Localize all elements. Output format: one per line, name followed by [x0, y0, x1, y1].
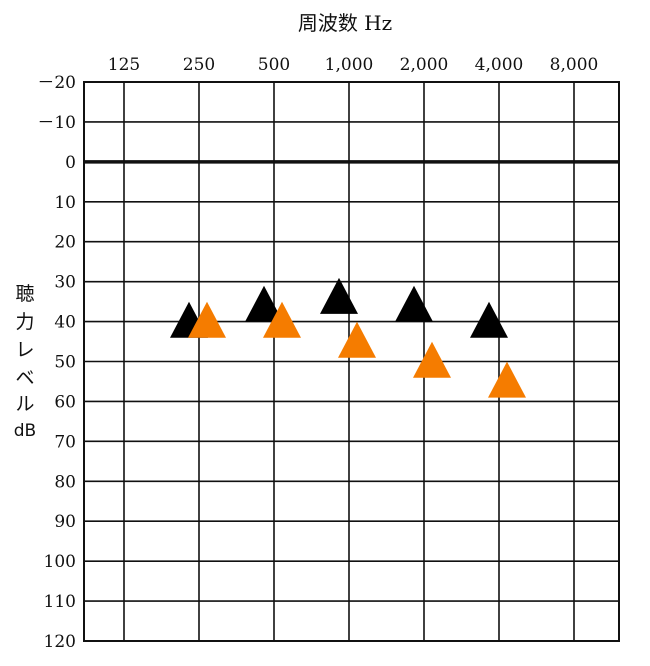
y-label-char: ル	[15, 393, 34, 415]
y-tick-label: 90	[54, 512, 76, 532]
x-tick-label: 500	[258, 55, 290, 75]
x-tick-labels: 125 250 500 1,000 2,000 4,000 8,000	[108, 55, 599, 75]
y-tick-label: 20	[54, 233, 76, 253]
y-tick-label: 110	[44, 592, 76, 612]
black-triangle-marker	[320, 277, 358, 314]
y-label-char: 力	[15, 311, 34, 333]
y-tick-label: 0	[65, 153, 76, 173]
x-tick-label: 250	[183, 55, 215, 75]
x-tick-label: 1,000	[325, 55, 374, 75]
y-tick-label: 10	[54, 193, 76, 213]
data-markers	[170, 277, 526, 398]
x-tick-label: 8,000	[550, 55, 599, 75]
y-tick-label: －10	[37, 113, 76, 133]
y-tick-label: 100	[44, 552, 76, 572]
x-axis-label: 周波数 Hz	[298, 11, 392, 35]
black-triangle-marker	[470, 301, 508, 338]
y-tick-labels: －20 －10 0 10 20 30 40 50 60 70 80 90 100 110 120	[37, 73, 76, 652]
y-tick-label: 80	[54, 472, 76, 492]
orange-triangle-marker	[488, 361, 526, 398]
grid	[83, 81, 620, 642]
y-tick-label: 40	[54, 313, 76, 333]
y-tick-label: 120	[44, 632, 76, 652]
y-tick-label: 30	[54, 273, 76, 293]
y-tick-label: 70	[54, 432, 76, 452]
orange-triangle-marker	[188, 301, 226, 338]
black-triangle-marker	[395, 285, 433, 322]
black-triangle-marker	[245, 285, 283, 322]
x-tick-label: 125	[108, 55, 140, 75]
x-tick-label: 4,000	[475, 55, 524, 75]
y-label-char: 聴	[15, 283, 34, 305]
orange-triangle-marker	[338, 321, 376, 358]
y-label-char: レ	[15, 339, 34, 361]
orange-triangle-marker	[263, 301, 301, 338]
y-label-char: ベ	[15, 367, 34, 389]
x-tick-label: 2,000	[400, 55, 449, 75]
y-tick-label: 60	[54, 392, 76, 412]
y-tick-label: －20	[37, 73, 76, 93]
y-label-char: dB	[14, 421, 36, 441]
orange-triangle-marker	[413, 341, 451, 378]
y-tick-label: 50	[54, 353, 76, 373]
